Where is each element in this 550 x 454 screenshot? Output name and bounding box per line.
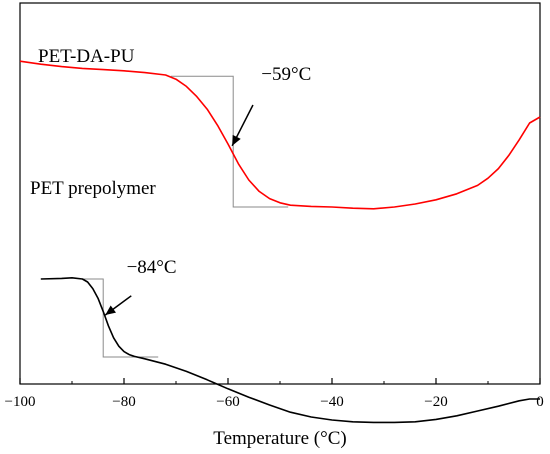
x-tick-label: −100	[5, 394, 36, 410]
x-axis-title: Temperature (°C)	[213, 428, 346, 449]
x-axis-ticks: −100 −80 −60 −40 −20 0	[5, 378, 544, 410]
annotation-arrow-head	[105, 305, 116, 315]
series-labels: PET-DA-PU PET prepolymer	[30, 46, 156, 199]
series-line-1	[40, 276, 540, 424]
x-tick-label: 0	[536, 394, 544, 410]
tangent-construction	[170, 75, 289, 208]
annotation-arrow-head	[232, 134, 241, 146]
tg-label-pet-da-pu: −59°C	[261, 64, 311, 85]
tg-annotations: −59°C −84°C	[104, 64, 311, 316]
tg-label-pet-prepolymer: −84°C	[127, 257, 177, 278]
x-tick-label: −20	[424, 394, 447, 410]
x-tick-label: −40	[320, 394, 343, 410]
tangent-lines	[82, 75, 289, 358]
x-tick-label: −60	[216, 394, 239, 410]
series-label-pet-prepolymer: PET prepolymer	[30, 178, 156, 199]
series-label-pet-da-pu: PET-DA-PU	[38, 46, 135, 67]
series-lines	[19, 60, 541, 424]
series-line-0	[19, 60, 541, 210]
x-tick-label: −80	[112, 394, 135, 410]
tangent-construction	[82, 278, 159, 358]
